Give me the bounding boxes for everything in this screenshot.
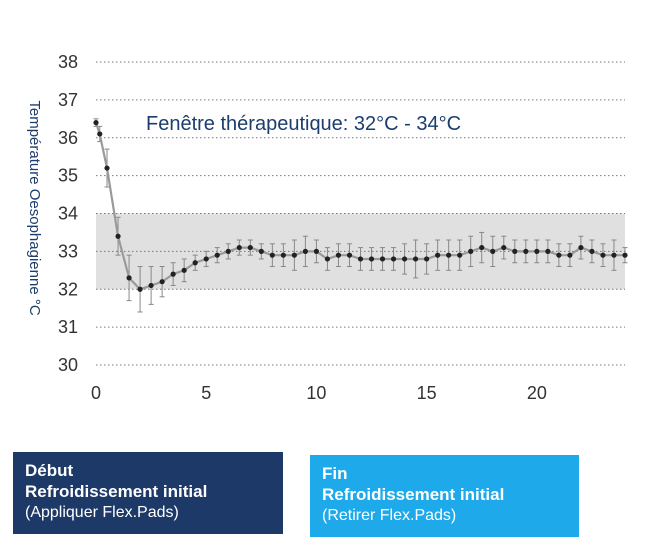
y-axis-label: Température Oesophagienne °C bbox=[26, 100, 43, 315]
data-points bbox=[93, 120, 628, 292]
gridlines bbox=[96, 61, 625, 366]
y-tick-label: 33 bbox=[58, 241, 78, 261]
x-tick-label: 10 bbox=[306, 383, 326, 403]
y-tick-label: 38 bbox=[58, 52, 78, 72]
end-cooling-box: Fin Refroidissement initial (Retirer Fle… bbox=[310, 455, 579, 537]
data-point bbox=[567, 252, 573, 258]
y-tick-label: 30 bbox=[58, 355, 78, 375]
start-title: Début bbox=[25, 461, 74, 480]
data-point bbox=[291, 252, 297, 258]
start-cooling-box: Début Refroidissement initial (Appliquer… bbox=[13, 452, 283, 534]
temperature-chart: 30 31 32 33 34 35 36 37 38 0 5 10 15 20 Température … bbox=[26, 52, 628, 403]
x-tick-label: 5 bbox=[201, 383, 211, 403]
data-point bbox=[622, 252, 628, 258]
data-point bbox=[225, 248, 231, 254]
data-point bbox=[170, 271, 176, 277]
data-point bbox=[490, 248, 496, 254]
data-point bbox=[512, 248, 518, 254]
data-point bbox=[335, 252, 342, 258]
data-point bbox=[390, 256, 397, 262]
data-point bbox=[159, 279, 165, 285]
data-point bbox=[181, 267, 187, 273]
start-subtitle: Refroidissement initial bbox=[25, 482, 208, 501]
therapeutic-window-label: Fenêtre thérapeutique: 32°C - 34°C bbox=[146, 113, 461, 135]
data-point bbox=[258, 248, 264, 254]
data-point bbox=[501, 244, 507, 251]
data-point bbox=[424, 256, 430, 262]
data-point bbox=[137, 286, 143, 292]
end-title: Fin bbox=[322, 464, 348, 483]
x-tick-label: 20 bbox=[527, 383, 547, 403]
y-tick-label: 32 bbox=[58, 279, 78, 299]
data-point bbox=[97, 131, 103, 137]
data-point bbox=[104, 165, 110, 171]
end-action: (Retirer Flex.Pads) bbox=[322, 507, 457, 524]
data-point bbox=[379, 256, 386, 262]
data-point bbox=[115, 233, 121, 239]
y-tick-label: 35 bbox=[58, 166, 78, 186]
data-point bbox=[357, 256, 364, 262]
data-point bbox=[346, 252, 353, 258]
data-point bbox=[600, 252, 606, 258]
data-point bbox=[468, 248, 474, 254]
data-point bbox=[368, 256, 375, 262]
data-point bbox=[611, 252, 617, 258]
data-point bbox=[313, 248, 320, 254]
data-point bbox=[93, 120, 99, 126]
data-point bbox=[236, 244, 242, 251]
data-point bbox=[203, 256, 209, 262]
data-point bbox=[192, 260, 198, 266]
y-tick-labels: 30 31 32 33 34 35 36 37 38 bbox=[58, 52, 78, 375]
data-point bbox=[435, 252, 441, 258]
y-tick-label: 37 bbox=[58, 90, 78, 110]
data-point bbox=[269, 252, 275, 258]
data-point bbox=[534, 248, 540, 254]
end-subtitle: Refroidissement initial bbox=[322, 485, 505, 504]
data-point bbox=[280, 252, 286, 258]
y-tick-label: 36 bbox=[58, 128, 78, 148]
data-point bbox=[457, 252, 463, 258]
data-point bbox=[126, 275, 132, 281]
data-point bbox=[578, 244, 584, 251]
data-point bbox=[545, 248, 551, 254]
data-point bbox=[148, 282, 154, 289]
data-point bbox=[479, 244, 485, 251]
y-tick-label: 34 bbox=[58, 204, 78, 224]
data-point bbox=[324, 256, 331, 262]
data-point bbox=[556, 252, 562, 258]
data-point bbox=[413, 256, 419, 262]
start-action: (Appliquer Flex.Pads) bbox=[25, 504, 179, 521]
data-point bbox=[302, 248, 308, 254]
data-point bbox=[401, 256, 408, 262]
x-tick-label: 15 bbox=[417, 383, 437, 403]
data-point bbox=[214, 252, 220, 258]
data-point bbox=[589, 248, 595, 254]
data-point bbox=[523, 248, 529, 254]
data-point bbox=[247, 244, 253, 251]
y-tick-label: 31 bbox=[58, 317, 78, 337]
x-tick-label: 0 bbox=[91, 383, 101, 403]
x-tick-labels: 0 5 10 15 20 bbox=[91, 383, 547, 403]
data-point bbox=[446, 252, 452, 258]
